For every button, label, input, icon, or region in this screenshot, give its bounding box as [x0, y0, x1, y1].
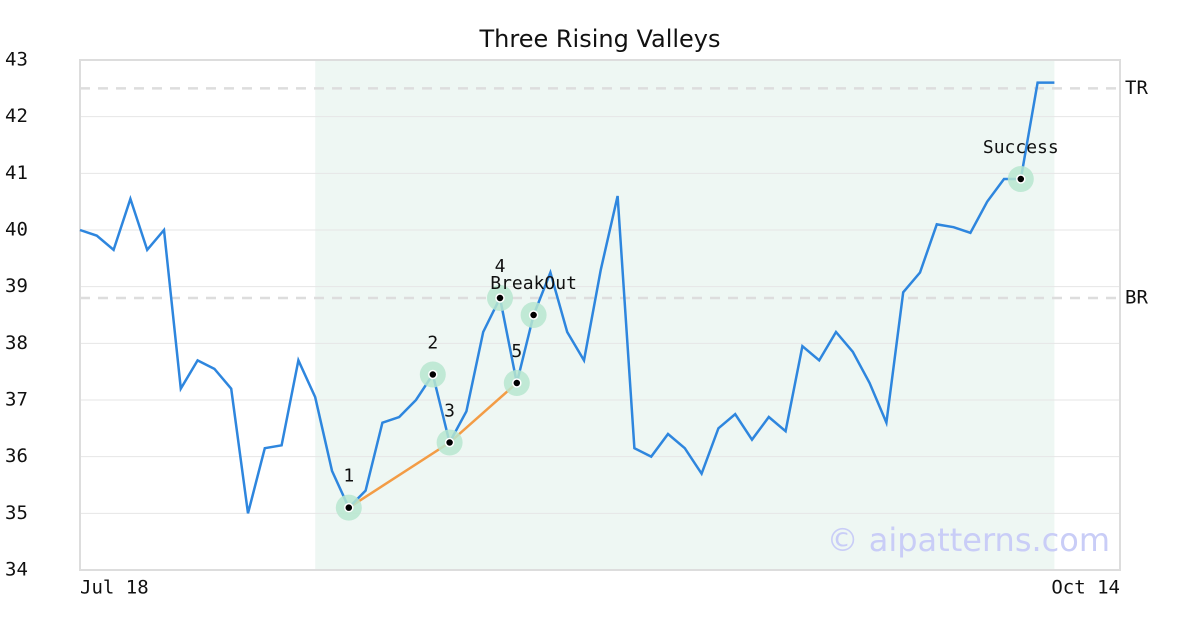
- annotation-dot: [444, 437, 455, 448]
- y-tick-label: 38: [5, 332, 28, 354]
- annotation-label: 1: [343, 466, 354, 487]
- y-tick-label: 34: [5, 559, 28, 581]
- annotation-dot: [528, 310, 539, 320]
- annotation-label: 2: [427, 333, 438, 354]
- annotation-label: Success: [983, 137, 1059, 158]
- annotation-dot: [512, 378, 522, 388]
- y-tick-label: 37: [5, 389, 28, 411]
- y-tick-label: 43: [5, 49, 28, 71]
- annotation-dot: [344, 502, 354, 513]
- y-tick-label: 41: [5, 162, 28, 184]
- y-tick-label: 39: [5, 275, 28, 297]
- watermark: © aipatterns.com: [827, 521, 1110, 559]
- annotation-dot: [495, 293, 505, 303]
- x-tick-label: Jul 18: [80, 577, 149, 599]
- level-label: TR: [1125, 77, 1148, 99]
- annotation-label: 4: [495, 256, 506, 277]
- level-label: BR: [1125, 287, 1148, 309]
- price-line: [79, 81, 1055, 514]
- annotation-label: 5: [511, 341, 522, 362]
- annotation-dot: [428, 369, 438, 380]
- annotation-label: 3: [444, 401, 455, 422]
- y-tick-label: 40: [5, 219, 28, 241]
- pattern-region: [315, 60, 1055, 570]
- annotation-dot: [1016, 174, 1026, 184]
- annotation-label: BreakOut: [490, 273, 577, 294]
- plot-frame: [79, 59, 1121, 571]
- y-tick-label: 36: [5, 445, 28, 467]
- y-tick-label: 35: [5, 502, 28, 524]
- chart-title: Three Rising Valleys: [478, 25, 720, 53]
- y-tick-label: 42: [5, 105, 28, 127]
- x-tick-label: Oct 14: [1051, 577, 1120, 599]
